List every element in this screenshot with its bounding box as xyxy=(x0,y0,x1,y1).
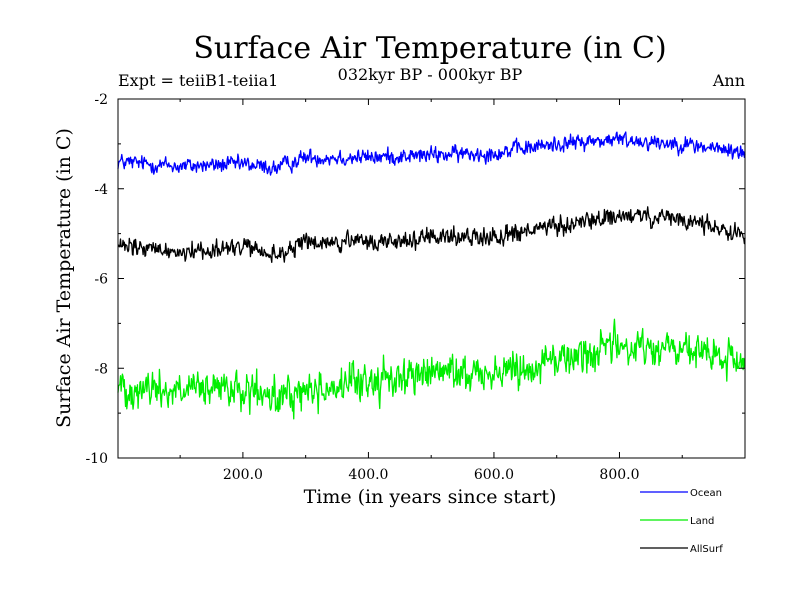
y-tick-label: -10 xyxy=(85,451,108,467)
legend-label-land: Land xyxy=(690,516,714,527)
chart-subtitle: 032kyr BP - 000kyr BP xyxy=(338,65,523,84)
y-tick-label: -8 xyxy=(94,361,108,377)
series-line-allsurf xyxy=(117,206,746,264)
series-layer xyxy=(117,131,746,420)
y-tick-label: -2 xyxy=(94,92,108,108)
plot-frame xyxy=(117,98,746,459)
period-label: Ann xyxy=(712,71,745,90)
x-axis-label: Time (in years since start) xyxy=(304,486,557,508)
series-line-ocean xyxy=(117,131,746,176)
x-tick-label: 200.0 xyxy=(223,467,263,483)
chart-title: Surface Air Temperature (in C) xyxy=(193,31,666,66)
legend-label-allsurf: AllSurf xyxy=(690,544,723,555)
y-axis-label: Surface Air Temperature (in C) xyxy=(53,128,75,428)
x-tick-label: 400.0 xyxy=(348,467,388,483)
axis-ticks: 200.0 400.0 600.0 800.0 -10 -8 -6 -4 -2 xyxy=(85,92,745,483)
y-tick-label: -6 xyxy=(94,272,108,288)
series-line-land xyxy=(117,318,746,420)
legend-label-ocean: Ocean xyxy=(690,488,722,499)
experiment-label: Expt = teiiB1-teiia1 xyxy=(118,71,278,90)
x-tick-label: 800.0 xyxy=(599,467,639,483)
legend: Ocean Land AllSurf xyxy=(640,488,723,555)
x-tick-label: 600.0 xyxy=(474,467,514,483)
y-tick-label: -4 xyxy=(94,182,108,198)
